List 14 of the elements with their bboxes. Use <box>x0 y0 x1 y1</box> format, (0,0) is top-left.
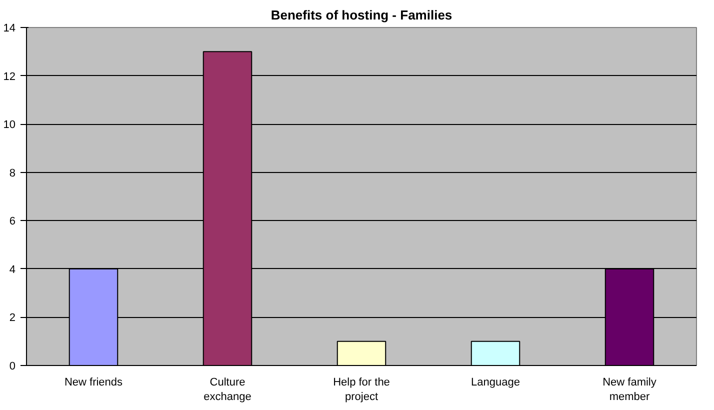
chart-title: Benefits of hosting - Families <box>270 8 452 22</box>
y-tick-label: 4 <box>9 264 16 276</box>
x-tick-label: New family member <box>602 376 657 403</box>
y-tick-label: 14 <box>3 22 16 34</box>
y-tick-label: 10 <box>3 119 16 132</box>
y-tick-label: 2 <box>9 312 16 324</box>
y-tick-label: 12 <box>3 70 16 83</box>
x-tick-label: Help for the project <box>333 376 390 403</box>
x-tick-label: Language <box>471 376 520 388</box>
y-tick-label: 8 <box>9 167 16 180</box>
y-tick-label: 6 <box>9 216 16 228</box>
x-tick-label: New friends <box>64 376 124 388</box>
x-tick-label: Culture exchange <box>204 376 252 403</box>
y-tick-label: 0 <box>9 360 16 372</box>
